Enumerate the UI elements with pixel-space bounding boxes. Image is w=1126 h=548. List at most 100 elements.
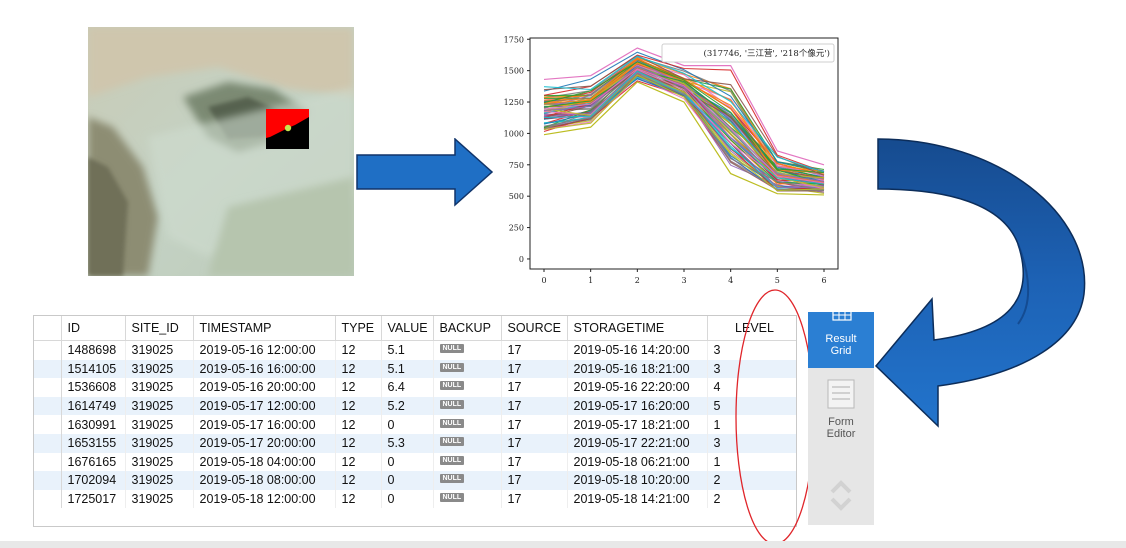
- chevron-up-icon[interactable]: [830, 480, 852, 494]
- cell-type[interactable]: 12: [335, 433, 382, 453]
- cell-level[interactable]: 5: [707, 396, 796, 416]
- cell-source[interactable]: 17: [501, 489, 568, 509]
- cell-id[interactable]: 1653155: [61, 433, 126, 453]
- table-row[interactable]: 1725017 319025 2019-05-18 12:00:00 12 0 NULL 1…: [34, 489, 796, 509]
- cell-backup[interactable]: NULL: [433, 471, 502, 490]
- cell-site-id[interactable]: 319025: [125, 489, 194, 509]
- row-gutter[interactable]: [34, 433, 62, 453]
- result-grid-button[interactable]: Result Grid: [808, 312, 874, 368]
- cell-backup[interactable]: NULL: [433, 433, 502, 453]
- row-gutter[interactable]: [34, 489, 62, 509]
- cell-storagetime[interactable]: 2019-05-16 22:20:00: [567, 378, 708, 397]
- cell-backup[interactable]: NULL: [433, 340, 502, 360]
- column-header-level[interactable]: LEVEL: [707, 316, 796, 341]
- cell-source[interactable]: 17: [501, 378, 568, 397]
- cell-backup[interactable]: NULL: [433, 359, 502, 379]
- cell-value[interactable]: 0: [381, 452, 434, 472]
- cell-site-id[interactable]: 319025: [125, 378, 194, 397]
- cell-value[interactable]: 5.2: [381, 396, 434, 416]
- cell-storagetime[interactable]: 2019-05-16 14:20:00: [567, 340, 708, 360]
- row-gutter[interactable]: [34, 378, 62, 397]
- column-header-timestamp[interactable]: TIMESTAMP: [193, 316, 336, 341]
- cell-type[interactable]: 12: [335, 471, 382, 490]
- cell-storagetime[interactable]: 2019-05-18 14:21:00: [567, 489, 708, 509]
- column-header-id[interactable]: ID: [61, 316, 126, 341]
- cell-level[interactable]: 3: [707, 433, 796, 453]
- cell-timestamp[interactable]: 2019-05-18 08:00:00: [193, 471, 336, 490]
- cell-value[interactable]: 0: [381, 489, 434, 509]
- cell-storagetime[interactable]: 2019-05-17 22:21:00: [567, 433, 708, 453]
- cell-timestamp[interactable]: 2019-05-16 12:00:00: [193, 340, 336, 360]
- cell-value[interactable]: 0: [381, 471, 434, 490]
- cell-value[interactable]: 0: [381, 415, 434, 434]
- cell-type[interactable]: 12: [335, 489, 382, 509]
- cell-backup[interactable]: NULL: [433, 452, 502, 472]
- cell-type[interactable]: 12: [335, 396, 382, 416]
- cell-source[interactable]: 17: [501, 340, 568, 360]
- cell-source[interactable]: 17: [501, 433, 568, 453]
- cell-level[interactable]: 1: [707, 452, 796, 472]
- cell-backup[interactable]: NULL: [433, 489, 502, 509]
- cell-storagetime[interactable]: 2019-05-16 18:21:00: [567, 359, 708, 379]
- cell-id[interactable]: 1702094: [61, 471, 126, 490]
- table-row[interactable]: 1676165 319025 2019-05-18 04:00:00 12 0 NULL 1…: [34, 452, 796, 472]
- table-row[interactable]: 1630991 319025 2019-05-17 16:00:00 12 0 NULL 1…: [34, 415, 796, 434]
- cell-level[interactable]: 2: [707, 489, 796, 509]
- cell-level[interactable]: 4: [707, 378, 796, 397]
- cell-level[interactable]: 2: [707, 471, 796, 490]
- table-row[interactable]: 1653155 319025 2019-05-17 20:00:00 12 5.3 NUL…: [34, 433, 796, 453]
- cell-site-id[interactable]: 319025: [125, 415, 194, 434]
- column-header-source[interactable]: SOURCE: [501, 316, 568, 341]
- cell-source[interactable]: 17: [501, 471, 568, 490]
- form-editor-button[interactable]: Form Editor: [808, 374, 874, 452]
- cell-value[interactable]: 6.4: [381, 378, 434, 397]
- cell-storagetime[interactable]: 2019-05-18 10:20:00: [567, 471, 708, 490]
- cell-timestamp[interactable]: 2019-05-16 16:00:00: [193, 359, 336, 379]
- cell-type[interactable]: 12: [335, 378, 382, 397]
- cell-timestamp[interactable]: 2019-05-16 20:00:00: [193, 378, 336, 397]
- column-header-site-id[interactable]: SITE_ID: [125, 316, 194, 341]
- table-row[interactable]: 1614749 319025 2019-05-17 12:00:00 12 5.2 NUL…: [34, 396, 796, 416]
- cell-value[interactable]: 5.1: [381, 340, 434, 360]
- cell-level[interactable]: 3: [707, 359, 796, 379]
- cell-value[interactable]: 5.3: [381, 433, 434, 453]
- cell-timestamp[interactable]: 2019-05-17 12:00:00: [193, 396, 336, 416]
- cell-storagetime[interactable]: 2019-05-18 06:21:00: [567, 452, 708, 472]
- row-gutter[interactable]: [34, 415, 62, 434]
- row-gutter[interactable]: [34, 452, 62, 472]
- cell-type[interactable]: 12: [335, 452, 382, 472]
- cell-timestamp[interactable]: 2019-05-17 16:00:00: [193, 415, 336, 434]
- table-row[interactable]: 1702094 319025 2019-05-18 08:00:00 12 0 NULL 1…: [34, 471, 796, 490]
- row-gutter[interactable]: [34, 340, 62, 360]
- table-row[interactable]: 1514105 319025 2019-05-16 16:00:00 12 5.1 NUL…: [34, 359, 796, 379]
- cell-type[interactable]: 12: [335, 340, 382, 360]
- row-gutter[interactable]: [34, 359, 62, 379]
- column-header-storagetime[interactable]: STORAGETIME: [567, 316, 708, 341]
- cell-site-id[interactable]: 319025: [125, 433, 194, 453]
- cell-id[interactable]: 1536608: [61, 378, 126, 397]
- cell-site-id[interactable]: 319025: [125, 452, 194, 472]
- chevron-down-icon[interactable]: [830, 497, 852, 511]
- cell-level[interactable]: 1: [707, 415, 796, 434]
- cell-timestamp[interactable]: 2019-05-18 12:00:00: [193, 489, 336, 509]
- cell-backup[interactable]: NULL: [433, 396, 502, 416]
- cell-site-id[interactable]: 319025: [125, 396, 194, 416]
- table-row[interactable]: 1488698 319025 2019-05-16 12:00:00 12 5.1 NUL…: [34, 340, 796, 360]
- cell-timestamp[interactable]: 2019-05-18 04:00:00: [193, 452, 336, 472]
- cell-source[interactable]: 17: [501, 396, 568, 416]
- cell-storagetime[interactable]: 2019-05-17 16:20:00: [567, 396, 708, 416]
- cell-source[interactable]: 17: [501, 359, 568, 379]
- cell-site-id[interactable]: 319025: [125, 340, 194, 360]
- cell-storagetime[interactable]: 2019-05-17 18:21:00: [567, 415, 708, 434]
- cell-backup[interactable]: NULL: [433, 378, 502, 397]
- table-row[interactable]: 1536608 319025 2019-05-16 20:00:00 12 6.4 NUL…: [34, 378, 796, 397]
- cell-id[interactable]: 1630991: [61, 415, 126, 434]
- cell-site-id[interactable]: 319025: [125, 359, 194, 379]
- cell-source[interactable]: 17: [501, 452, 568, 472]
- cell-type[interactable]: 12: [335, 415, 382, 434]
- cell-timestamp[interactable]: 2019-05-17 20:00:00: [193, 433, 336, 453]
- row-gutter[interactable]: [34, 471, 62, 490]
- cell-id[interactable]: 1514105: [61, 359, 126, 379]
- column-header-backup[interactable]: BACKUP: [433, 316, 502, 341]
- cell-id[interactable]: 1488698: [61, 340, 126, 360]
